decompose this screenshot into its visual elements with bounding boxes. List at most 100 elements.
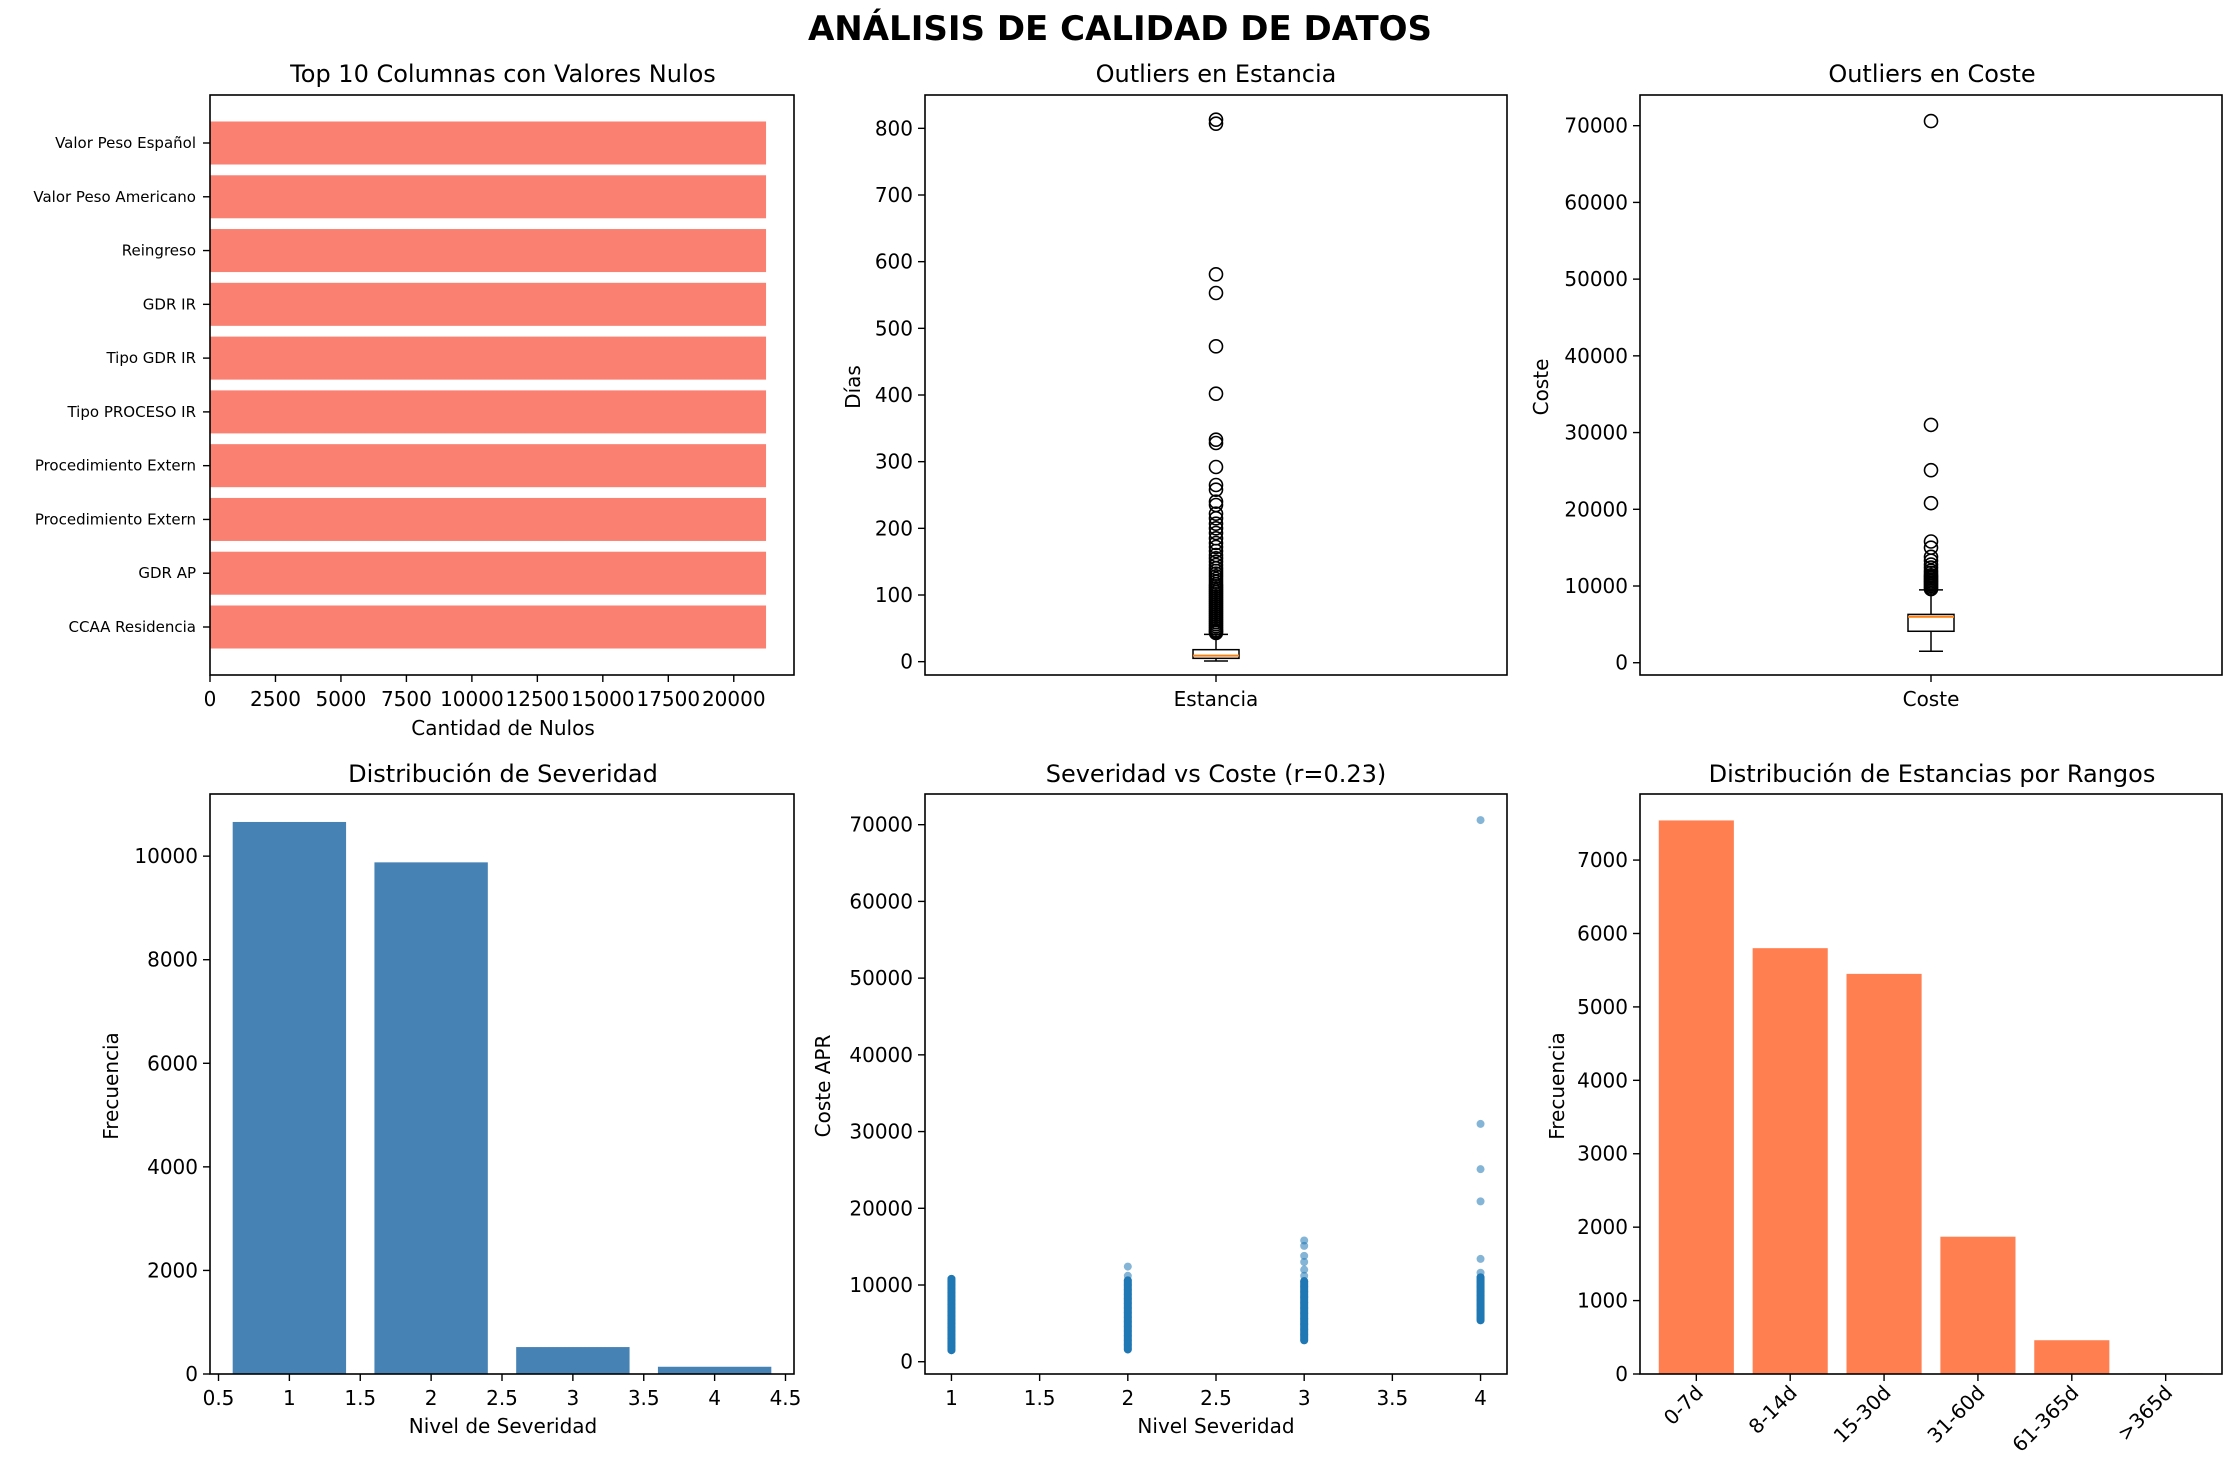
scatter-point [1300,1257,1309,1266]
y-tick-label: 5000 [1577,995,1628,1019]
outlier-point [1208,551,1224,566]
box [1907,613,1955,633]
scatter-point [1300,1251,1309,1260]
y-tick-label: 20000 [1564,497,1628,521]
y-tick-label: 20000 [849,1196,913,1220]
bar [2034,1340,2110,1374]
outlier-point [1923,534,1939,549]
outlier-point [1923,417,1939,433]
x-tick-label: 4 [708,1386,721,1410]
y-tick-label: 600 [875,250,913,274]
y-tick-label: 0 [900,1350,913,1374]
x-tick-label: 2 [1121,1386,1134,1410]
x-tick-label: 4 [1474,1386,1487,1410]
outlier-point [1208,477,1224,493]
x-tick-label: 2.5 [1200,1386,1232,1410]
outlier-point [1208,112,1224,127]
outlier-point [1208,531,1224,546]
x-tick-label: 5000 [315,687,366,711]
axes-frame [1639,94,2223,676]
outlier-point [1208,267,1224,282]
figure-title: ANÁLISIS DE CALIDAD DE DATOS [808,8,1432,49]
y-tick-label: 0 [1615,651,1628,675]
y-axis-label: Coste [1529,359,1553,416]
y-tick-label: 2000 [147,1258,198,1282]
axes-frame [924,94,1508,676]
outlier-point [1208,432,1224,447]
bar [210,282,767,326]
bar [232,821,347,1374]
box [1192,648,1240,660]
panel-severity-vs-cost: Severidad vs Coste (r=0.23) Nivel Severi… [811,760,1508,1438]
y-tick-label: 30000 [1564,421,1628,445]
x-tick-label: 0.5 [203,1386,235,1410]
x-tick-label: 15-30d [1829,1381,1896,1448]
y-tick-label: CCAA Residencia [69,618,196,636]
x-tick-label: 2 [425,1386,438,1410]
outlier-point [1208,339,1224,354]
outlier-point [1923,557,1939,572]
outlier-point [1208,459,1224,475]
scatter-point [1476,1119,1485,1128]
outlier-point [1208,516,1224,531]
scatter-point [1476,1165,1485,1174]
x-tick-label: >365d [2112,1381,2177,1446]
y-tick-label: Valor Peso Español [55,134,196,152]
y-tick-label: 200 [875,516,913,540]
axes-frame [924,793,1508,1375]
chart-title: Distribución de Severidad [348,760,658,788]
bar [210,229,767,273]
outlier-point [1923,540,1939,555]
outlier-point [1208,494,1224,509]
y-tick-label: 40000 [849,1043,913,1067]
outlier-point [1208,497,1224,513]
bar [1752,948,1828,1374]
outlier-point [1923,462,1939,478]
y-tick-label: 30000 [849,1120,913,1144]
outlier-point [1923,549,1939,565]
x-tick-label: Estancia [1174,687,1259,711]
outlier-point [1208,435,1224,451]
outlier-point [1208,506,1224,521]
y-tick-label: 8000 [147,948,198,972]
x-tick-label: 2500 [250,687,301,711]
bar [210,444,767,488]
panel-severity-distribution: Distribución de Severidad Nivel de Sever… [99,760,801,1438]
y-tick-label: 50000 [849,966,913,990]
bar [210,497,767,541]
x-tick-label: Coste [1903,687,1960,711]
x-tick-label: 8-14d [1744,1381,1802,1439]
x-tick-label: 61-365d [2007,1381,2083,1457]
y-tick-label: 60000 [1564,190,1628,214]
outlier-point [1208,547,1224,563]
bar [210,336,767,380]
y-tick-label: Procedimiento Extern [35,457,196,475]
y-tick-label: 0 [900,650,913,674]
x-tick-label: 3 [567,1386,580,1410]
x-tick-label: 0-7d [1659,1381,1708,1430]
bar [210,551,767,595]
y-tick-label: Tipo PROCESO IR [66,403,196,421]
scatter-point [1476,816,1485,825]
y-tick-label: 2000 [1577,1215,1628,1239]
y-axis-label: Coste APR [811,1035,835,1138]
y-tick-label: 10000 [849,1273,913,1297]
y-axis-label: Días [841,365,865,409]
x-tick-label: 31-60d [1922,1381,1989,1448]
bar [1658,820,1734,1374]
bar [374,862,488,1374]
y-tick-label: 70000 [1564,114,1628,138]
outlier-point [1208,521,1224,536]
bar [210,175,767,219]
y-tick-label: 6000 [147,1051,198,1075]
y-tick-label: 700 [875,183,913,207]
y-tick-label: 1000 [1577,1289,1628,1313]
x-tick-label: 1.5 [1024,1386,1056,1410]
outlier-point [1208,535,1224,551]
outlier-point [1923,495,1939,511]
y-tick-label: 3000 [1577,1142,1628,1166]
outlier-point [1208,386,1224,401]
chart-title: Outliers en Coste [1828,60,2035,88]
chart-title: Top 10 Columnas con Valores Nulos [289,60,716,88]
y-tick-label: 0 [185,1362,198,1386]
